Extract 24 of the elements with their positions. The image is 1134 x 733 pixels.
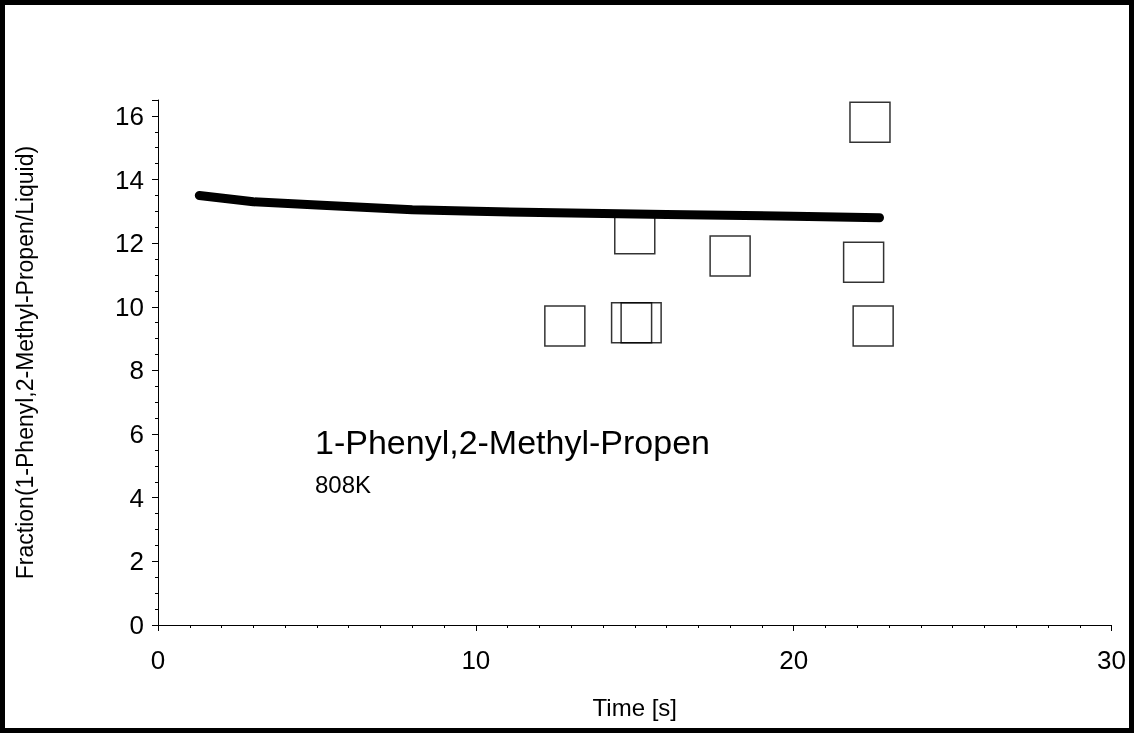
point bbox=[852, 305, 894, 347]
annotation: 1-Phenyl,2-Methyl-Propen bbox=[315, 423, 710, 461]
point bbox=[544, 305, 586, 347]
y-tick-label: 0 bbox=[129, 610, 144, 640]
x-tick-label: 30 bbox=[1097, 645, 1126, 675]
y-tick-label: 14 bbox=[115, 164, 144, 195]
point bbox=[709, 235, 751, 277]
y-axis-title: Fraction(1-Phenyl,2-Methyl-Propen/Liquid) bbox=[11, 145, 38, 580]
point bbox=[610, 301, 653, 344]
y-tick-label: 12 bbox=[115, 228, 144, 259]
x-tick-label: 0 bbox=[150, 645, 166, 675]
x-tick-label: 10 bbox=[461, 645, 491, 675]
point bbox=[842, 241, 885, 284]
y-tick-label: 16 bbox=[115, 100, 144, 131]
annotation: 808K bbox=[315, 470, 372, 498]
y-tick-label: 4 bbox=[129, 482, 144, 513]
point bbox=[849, 101, 891, 144]
y-tick-label: 2 bbox=[129, 546, 144, 577]
x-axis-title: Time [s] bbox=[592, 693, 677, 721]
y-tick-label: 10 bbox=[115, 291, 144, 322]
y-tick-label: 8 bbox=[129, 355, 144, 386]
point bbox=[620, 301, 662, 344]
y-tick-label: 6 bbox=[129, 419, 144, 450]
x-tick-label: 20 bbox=[779, 645, 809, 675]
